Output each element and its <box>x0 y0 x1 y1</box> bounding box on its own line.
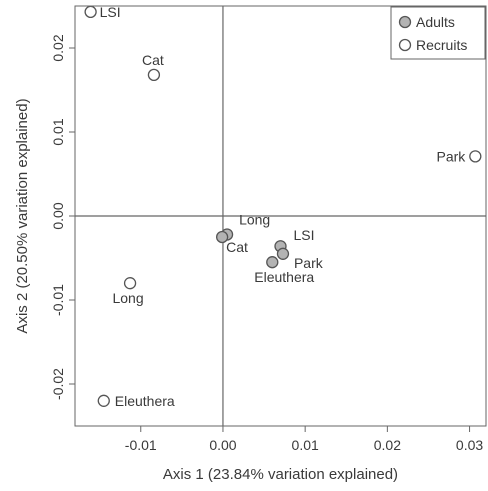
x-tick-label: 0.02 <box>374 437 401 453</box>
legend-marker-recruits <box>398 38 412 52</box>
point-recruits-park <box>469 150 482 163</box>
point-label-recruits-long: Long <box>112 290 143 306</box>
y-axis-title: Axis 2 (20.50% variation explained) <box>14 98 31 333</box>
point-label-adults-long: Long <box>239 211 270 227</box>
point-label-recruits-eleuthera: Eleuthera <box>115 393 175 409</box>
x-tick-label: 0.03 <box>456 437 483 453</box>
y-tick-label: 0.00 <box>50 202 66 229</box>
x-tick-label: -0.01 <box>125 437 157 453</box>
y-tick-label: 0.02 <box>50 34 66 61</box>
point-label-adults-park: Park <box>294 255 324 271</box>
x-axis-title: Axis 1 (23.84% variation explained) <box>163 466 398 483</box>
point-labels: LongCatLSIParkEleutheraLSICatParkLongEle… <box>100 4 467 409</box>
legend-label-adults: Adults <box>416 14 455 30</box>
point-adults-eleuthera <box>266 256 279 269</box>
x-tick-label: 0.00 <box>209 437 236 453</box>
y-tick-label: -0.01 <box>50 284 66 316</box>
point-label-adults-eleuthera: Eleuthera <box>254 269 314 285</box>
legend: Adults Recruits <box>390 6 486 60</box>
point-recruits-cat <box>147 68 161 82</box>
data-points <box>84 5 482 407</box>
zero-lines <box>75 6 486 426</box>
point-adults-cat <box>215 230 229 244</box>
point-label-recruits-lsi: LSI <box>100 4 121 20</box>
point-adults-park <box>276 247 290 260</box>
point-label-recruits-cat: Cat <box>142 52 164 68</box>
y-tick-label: -0.02 <box>50 368 66 400</box>
point-label-adults-cat: Cat <box>226 239 248 255</box>
legend-label-recruits: Recruits <box>416 37 467 53</box>
y-axis-ticks: -0.02 -0.01 0.00 0.01 0.02 <box>50 34 75 400</box>
point-label-adults-lsi: LSI <box>294 227 315 243</box>
point-recruits-lsi <box>84 5 97 19</box>
plot-frame <box>74 5 487 427</box>
point-recruits-eleuthera <box>97 394 110 407</box>
x-axis-ticks: -0.01 0.00 0.01 0.02 0.03 <box>125 426 483 453</box>
x-tick-label: 0.01 <box>292 437 319 453</box>
y-tick-label: 0.01 <box>50 118 66 145</box>
point-recruits-long <box>123 277 137 290</box>
legend-marker-adults <box>398 15 412 29</box>
point-label-recruits-park: Park <box>437 148 467 164</box>
